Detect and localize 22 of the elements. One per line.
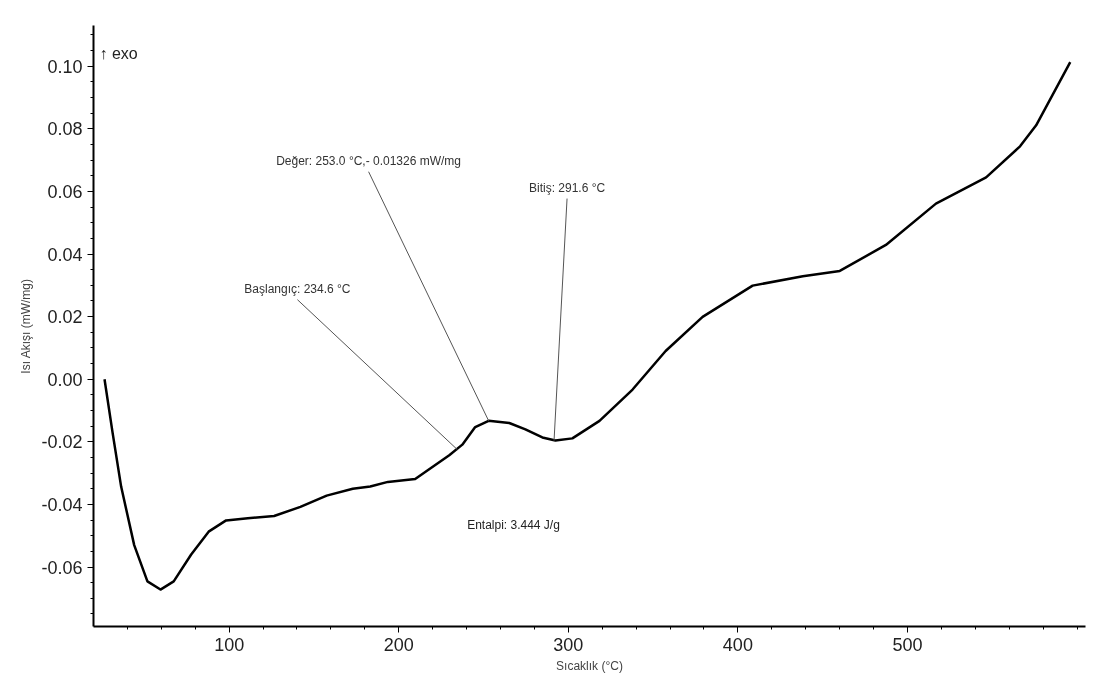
x-tick-label: 500 <box>892 634 923 655</box>
y-tick-label: 0.02 <box>47 307 83 328</box>
y-tick-label: 0.04 <box>47 244 83 265</box>
y-tick-label: -0.04 <box>41 494 83 515</box>
x-tick-label: 200 <box>383 634 414 655</box>
annotation: Entalpi: 3.444 J/g <box>467 517 560 532</box>
annotation: Başlangıç: 234.6 °C <box>244 281 351 296</box>
y-tick-label: 0.10 <box>47 56 83 77</box>
x-tick-label: 400 <box>722 634 753 655</box>
x-tick-label: 300 <box>553 634 584 655</box>
annotation: ↑ exo <box>99 44 138 62</box>
annotation: Değer: 253.0 °C,- 0.01326 mW/mg <box>276 153 462 168</box>
y-tick-label: -0.02 <box>41 432 83 453</box>
y-tick-label: -0.06 <box>41 557 83 578</box>
y-axis-title: Isı Akışı (mW/mg) <box>19 278 34 374</box>
y-tick-label: 0.08 <box>47 119 83 140</box>
x-tick-label: 100 <box>214 634 245 655</box>
line-series <box>103 60 1072 591</box>
annotation: Bitiş: 291.6 °C <box>528 180 606 195</box>
y-tick-label: 0.06 <box>47 181 83 202</box>
y-tick-label: 0.00 <box>47 369 83 390</box>
x-axis-title: Sıcaklık (°C) <box>556 658 623 673</box>
